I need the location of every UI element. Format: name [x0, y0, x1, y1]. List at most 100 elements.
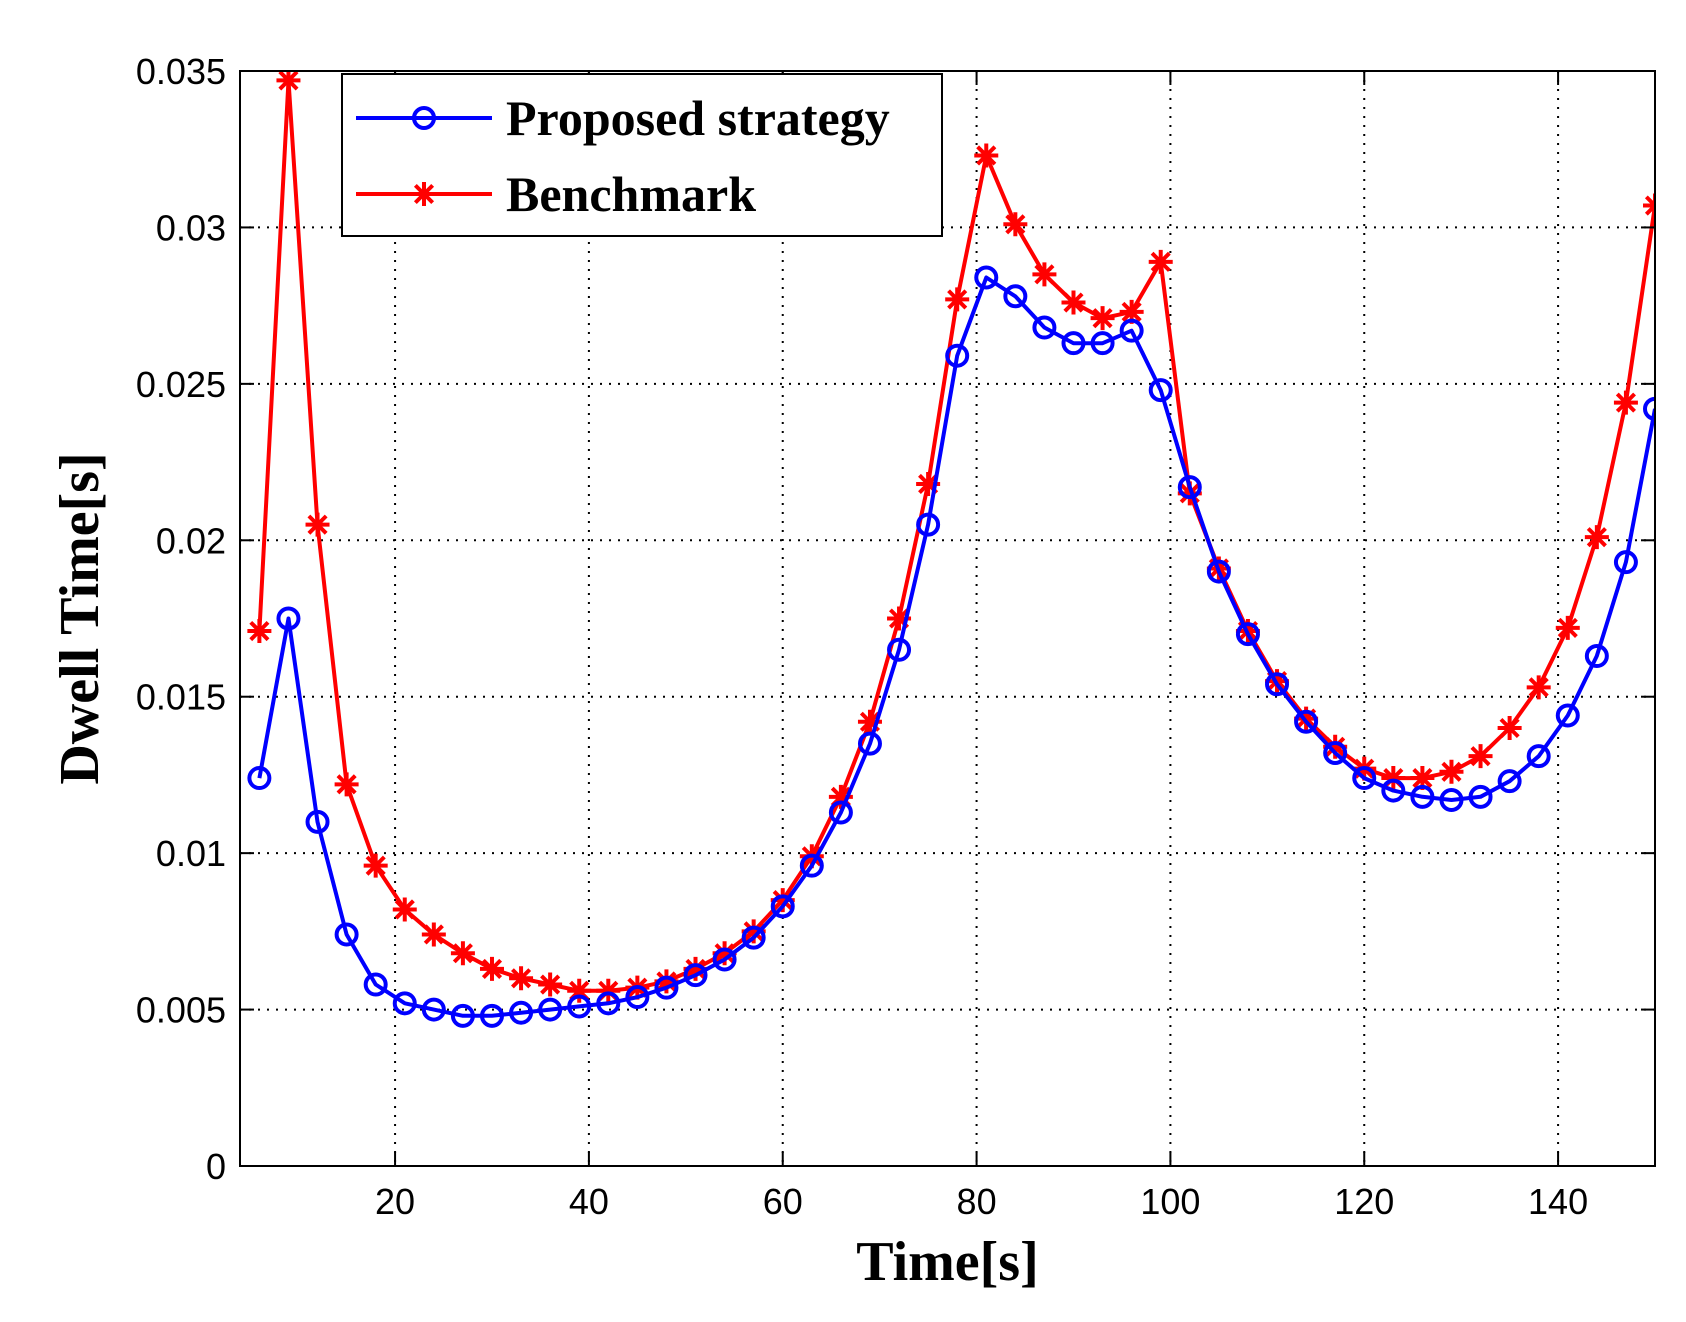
- data-point: [421, 997, 446, 1022]
- data-point: [916, 471, 941, 496]
- x-tick-label: 40: [569, 1181, 609, 1222]
- data-point: [1613, 550, 1638, 575]
- data-point: [596, 978, 621, 1003]
- series-group: [247, 71, 1655, 1028]
- data-point: [1119, 318, 1144, 343]
- legend: Proposed strategy Benchmark: [341, 73, 943, 237]
- data-point: [479, 1003, 504, 1028]
- data-point: [1497, 716, 1522, 740]
- data-point: [654, 975, 679, 1000]
- data-point: [596, 991, 621, 1016]
- data-point: [1206, 559, 1231, 584]
- data-point: [916, 512, 941, 537]
- data-point: [1177, 475, 1202, 500]
- y-tick-label: 0.02: [156, 520, 226, 561]
- data-point: [421, 922, 446, 947]
- data-point: [334, 772, 359, 797]
- legend-entry: Benchmark: [356, 166, 756, 222]
- data-point: [1148, 378, 1173, 403]
- legend-label: Benchmark: [506, 166, 756, 222]
- data-point: [1584, 525, 1609, 550]
- y-tick-label: 0.03: [156, 207, 226, 248]
- data-point: [654, 969, 679, 994]
- data-point: [1584, 644, 1609, 669]
- data-point: [712, 941, 737, 966]
- data-point: [857, 709, 882, 734]
- data-point: [1003, 212, 1028, 237]
- legend-entry: Proposed strategy: [356, 90, 890, 146]
- data-point: [974, 265, 999, 290]
- data-point: [392, 991, 417, 1016]
- data-point: [538, 972, 563, 997]
- x-tick-label: 120: [1334, 1181, 1394, 1222]
- y-axis-title: Dwell Time[s]: [49, 452, 111, 784]
- data-point: [887, 637, 912, 662]
- data-point: [1177, 481, 1202, 506]
- data-point: [1061, 331, 1086, 356]
- data-point: [1148, 249, 1173, 274]
- data-point: [945, 287, 970, 312]
- data-point: [1003, 284, 1028, 309]
- data-point: [770, 888, 795, 913]
- data-point: [741, 919, 766, 944]
- data-point: [1439, 787, 1464, 812]
- series-proposed-strategy: [247, 265, 1655, 1028]
- data-point: [1381, 766, 1406, 791]
- data-point: [479, 956, 504, 981]
- x-axis-title: Time[s]: [856, 1231, 1039, 1293]
- data-point: [887, 606, 912, 631]
- y-tick-label: 0.015: [136, 677, 226, 718]
- legend-swatch-marker: [412, 182, 436, 206]
- data-point: [1410, 766, 1435, 791]
- data-point: [1119, 299, 1144, 324]
- data-point: [625, 985, 650, 1010]
- data-point: [1381, 778, 1406, 803]
- legend-box: [341, 73, 943, 237]
- data-point: [1468, 784, 1493, 809]
- plot-frame: [239, 70, 1656, 1167]
- data-point: [567, 994, 592, 1019]
- legend-swatch-marker: [412, 106, 436, 130]
- y-tick-label: 0.025: [136, 364, 226, 405]
- data-point: [1497, 769, 1522, 794]
- y-tick-label: 0.035: [136, 51, 226, 92]
- x-tick-label: 80: [957, 1181, 997, 1222]
- series-line: [257, 275, 1655, 1018]
- x-tick-label: 20: [375, 1181, 415, 1222]
- y-tick-label: 0.01: [156, 833, 226, 874]
- data-point: [828, 784, 853, 809]
- x-tick-label: 100: [1140, 1181, 1200, 1222]
- data-point: [276, 71, 301, 93]
- data-point: [1352, 766, 1377, 791]
- data-point: [1468, 744, 1493, 769]
- x-tick-label: 140: [1528, 1181, 1588, 1222]
- data-point: [1643, 396, 1655, 421]
- data-point: [1235, 622, 1260, 647]
- data-point: [538, 997, 563, 1022]
- data-point: [363, 972, 388, 997]
- y-tick-label: 0: [206, 1146, 226, 1187]
- ticks: 20 40 60 80 100 120 140 0 0.005 0.01 0.015 0.02 0.02…: [136, 51, 1655, 1222]
- data-point: [828, 800, 853, 825]
- data-point: [276, 606, 301, 631]
- data-point: [974, 143, 999, 168]
- data-point: [450, 1003, 475, 1028]
- data-point: [247, 766, 272, 791]
- data-point: [363, 853, 388, 878]
- data-point: [857, 731, 882, 756]
- data-point: [1613, 390, 1638, 415]
- data-point: [567, 978, 592, 1003]
- data-point: [770, 894, 795, 919]
- data-point: [1555, 703, 1580, 728]
- data-point: [1526, 744, 1551, 769]
- data-point: [712, 947, 737, 972]
- data-point: [1526, 675, 1551, 700]
- data-point: [683, 963, 708, 988]
- series-benchmark: [247, 71, 1655, 1003]
- data-point: [1265, 672, 1290, 697]
- data-point: [1090, 306, 1115, 331]
- data-point: [392, 897, 417, 922]
- data-point: [1061, 290, 1086, 315]
